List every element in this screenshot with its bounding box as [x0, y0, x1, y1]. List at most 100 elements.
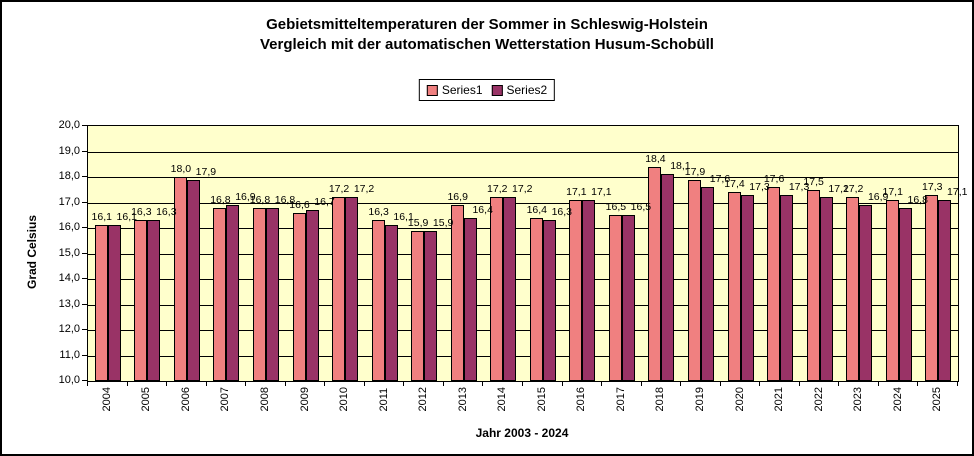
y-axis-tick — [82, 227, 87, 228]
y-axis-label: 16,0 — [58, 221, 80, 233]
category-2014: 17,2 17,2 — [483, 126, 532, 381]
bar-series1-2019 — [687, 179, 701, 381]
x-axis-label: 2024 — [891, 387, 904, 412]
gridline — [88, 279, 958, 280]
x-axis-label-cell: 2016 — [562, 387, 602, 411]
bar-series2-2009 — [305, 210, 319, 381]
x-axis-label: 2016 — [575, 387, 588, 412]
bar-series1-2022 — [806, 189, 820, 381]
data-label-series2-2016: 17,1 — [591, 185, 612, 198]
bar-series1-2008 — [252, 207, 266, 381]
data-label-series2-2024: 16,8 — [907, 193, 928, 206]
category-2023: 17,2 16,9 — [839, 126, 888, 381]
y-axis-label: 14,0 — [58, 272, 80, 284]
bar-series1-2014 — [490, 197, 504, 381]
bar-series1-2020 — [727, 192, 741, 381]
x-axis-label-cell: 2005 — [127, 387, 167, 411]
x-axis-tick — [205, 381, 207, 386]
category-2021: 17,6 17,3 — [760, 126, 809, 381]
data-label-series1-2017: 16,5 — [605, 201, 627, 214]
data-label-series1-2021: 17,6 — [763, 173, 785, 186]
data-label-series1-2023: 17,2 — [842, 183, 864, 196]
x-axis-label-cell: 2022 — [799, 387, 839, 411]
x-axis-tick — [957, 381, 958, 386]
legend-label: Series2 — [506, 83, 548, 97]
data-label-series1-2009: 16,6 — [289, 198, 310, 211]
x-axis-label-cell: 2025 — [917, 387, 957, 411]
y-axis-tick — [82, 252, 87, 254]
category-2006: 18,0 17,9 — [167, 126, 216, 381]
x-axis-label-cell: 2014 — [482, 387, 522, 411]
legend-item-series2: Series2 — [491, 83, 548, 97]
bar-series2-2006 — [186, 179, 200, 381]
category-2020: 17,4 17,3 — [721, 126, 770, 381]
bar-series2-2012 — [424, 230, 438, 381]
data-label-series2-2025: 17,1 — [947, 185, 968, 198]
category-2018: 18,4 18,1 — [642, 126, 691, 381]
y-axis-tick — [82, 201, 87, 203]
y-axis-tick — [82, 380, 87, 381]
chart-title-line1: Gebietsmitteltemperaturen der Sommer in … — [266, 16, 708, 33]
x-axis-tick — [680, 381, 682, 386]
x-axis-tick — [601, 381, 603, 386]
x-axis-tick — [482, 381, 484, 386]
y-axis-label: 17,0 — [58, 195, 80, 208]
x-axis-label-cell: 2010 — [324, 387, 364, 411]
data-label-series1-2011: 16,3 — [368, 206, 389, 219]
y-axis-label: 12,0 — [58, 323, 80, 335]
data-label-series1-2022: 17,5 — [803, 175, 824, 188]
data-label-series1-2014: 17,2 — [487, 183, 508, 196]
x-axis-tick — [759, 381, 761, 386]
bar-series2-2020 — [740, 194, 754, 381]
chart-title: Gebietsmitteltemperaturen der Sommer in … — [2, 15, 972, 55]
y-axis-tick — [82, 176, 87, 177]
bar-series2-2014 — [503, 197, 517, 381]
x-axis-tick — [245, 381, 247, 386]
bar-series2-2023 — [859, 205, 873, 381]
bar-series1-2023 — [846, 197, 860, 381]
y-axis-tick — [82, 150, 87, 152]
legend: Series1 Series2 — [418, 79, 556, 101]
category-2004: 16,1 16,1 — [88, 126, 137, 381]
y-axis-tick — [82, 278, 87, 279]
y-axis-tick — [82, 125, 87, 126]
data-label-series1-2025: 17,3 — [922, 180, 943, 193]
x-axis-label-cell: 2008 — [245, 387, 285, 411]
category-2008: 16,8 16,8 — [246, 126, 295, 381]
bar-series2-2005 — [147, 220, 161, 381]
x-axis-tick — [719, 381, 721, 386]
bar-series1-2007 — [213, 207, 227, 381]
data-label-series1-2015: 16,4 — [526, 203, 547, 216]
y-axis-tick — [82, 303, 87, 305]
bar-series1-2006 — [173, 177, 187, 381]
legend-item-series1: Series1 — [426, 83, 483, 97]
bar-series2-2007 — [226, 205, 240, 381]
data-label-series2-2009: 16,7 — [314, 196, 335, 209]
bar-series1-2021 — [767, 187, 781, 381]
data-label-series1-2019: 17,9 — [684, 165, 706, 178]
bar-series2-2022 — [819, 197, 833, 381]
x-axis-tick — [640, 381, 642, 386]
bar-series1-2010 — [332, 197, 346, 381]
y-axis-tick — [82, 329, 87, 330]
data-label-series2-2012: 15,9 — [432, 216, 454, 229]
category-2005: 16,3 16,3 — [128, 126, 177, 381]
gridline — [88, 253, 958, 255]
categories: 16,1 16,1 16,3 16,3 18,0 17,9 16,8 16,9 16,8 16,8… — [88, 126, 967, 381]
bar-series2-2025 — [938, 199, 952, 381]
bar-series1-2024 — [885, 199, 899, 381]
bar-series1-2005 — [134, 220, 148, 381]
bar-series2-2019 — [700, 187, 714, 381]
x-axis-label-cell: 2006 — [166, 387, 206, 411]
x-axis-tick — [284, 381, 286, 386]
category-2013: 16,9 16,4 — [444, 126, 493, 381]
category-2022: 17,5 17,2 — [800, 126, 849, 381]
x-axis-label: 2014 — [496, 387, 509, 412]
category-2019: 17,9 17,6 — [681, 126, 730, 381]
x-axis-label: 2025 — [931, 387, 944, 412]
category-2007: 16,8 16,9 — [207, 126, 256, 381]
y-axis-label: 10,0 — [58, 374, 80, 386]
category-2016: 17,1 17,1 — [563, 126, 612, 381]
bar-series2-2016 — [582, 199, 596, 381]
